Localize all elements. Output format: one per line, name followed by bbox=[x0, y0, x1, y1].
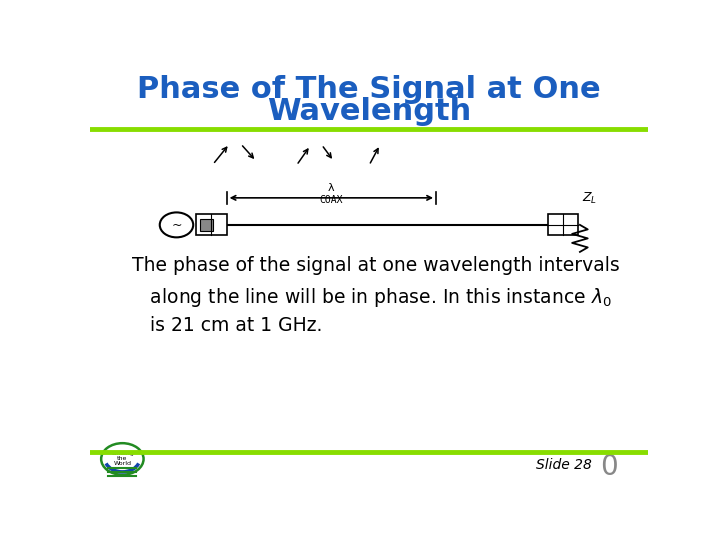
Text: Slide 28: Slide 28 bbox=[536, 458, 593, 472]
Text: Linking: Linking bbox=[111, 451, 134, 456]
Bar bbox=[547, 214, 578, 235]
Circle shape bbox=[160, 212, 193, 238]
Text: the: the bbox=[117, 456, 127, 461]
Text: along the line will be in phase. In this instance $\lambda_0$: along the line will be in phase. In this… bbox=[132, 286, 611, 309]
Text: λ: λ bbox=[328, 183, 335, 193]
Text: ~: ~ bbox=[171, 218, 181, 231]
Text: Phase of The Signal at One: Phase of The Signal at One bbox=[138, 75, 600, 104]
Text: The phase of the signal at one wavelength intervals: The phase of the signal at one wavelengt… bbox=[132, 256, 620, 275]
Bar bbox=[200, 219, 213, 231]
Text: Wavelength: Wavelength bbox=[267, 97, 471, 126]
Text: 0: 0 bbox=[600, 453, 618, 481]
Text: World: World bbox=[113, 461, 131, 465]
Text: is 21 cm at 1 GHz.: is 21 cm at 1 GHz. bbox=[132, 316, 323, 335]
Bar bbox=[196, 214, 227, 235]
Text: COAX: COAX bbox=[320, 195, 343, 205]
Text: $Z_L$: $Z_L$ bbox=[582, 191, 597, 206]
